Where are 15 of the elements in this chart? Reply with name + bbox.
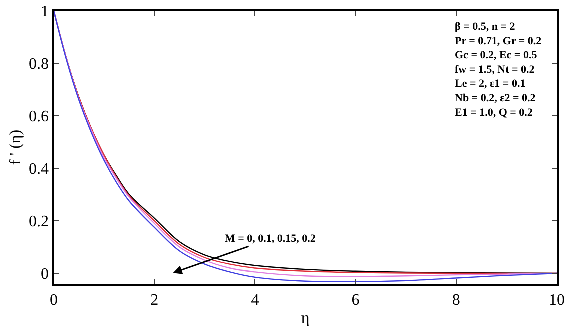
annotation: β = 0.5, n = 2 Pr = 0.71, Gr = 0.2 Gc = 0.2, Ec = 0.5 fw = 1.5, Nt = 0.2 Le = 2, ε1 = 0.1 Nb = 0.2, ε2 = 0.2 E1 = 1.0, Q = 0.2	[455, 21, 542, 119]
x-tick-label: 8	[452, 292, 460, 309]
y-tick-label: 0.4	[29, 161, 50, 178]
x-tick-label: 2	[150, 292, 159, 309]
y-tick-label: 1	[41, 4, 50, 21]
y-tick-label: 0	[41, 266, 50, 284]
y-axis-title: f ' (η)	[7, 130, 24, 166]
x-axis-title: η	[301, 310, 310, 328]
annotation: M = 0, 0.1, 0.15, 0.2	[225, 233, 316, 245]
y-tick-label: 0.2	[29, 214, 50, 231]
x-tick-label: 6	[352, 292, 360, 309]
x-tick-label: 10	[549, 292, 565, 309]
y-tick-label: 0.6	[29, 108, 50, 126]
y-tick-label: 0.8	[29, 56, 50, 74]
x-tick-label: 4	[251, 292, 260, 309]
